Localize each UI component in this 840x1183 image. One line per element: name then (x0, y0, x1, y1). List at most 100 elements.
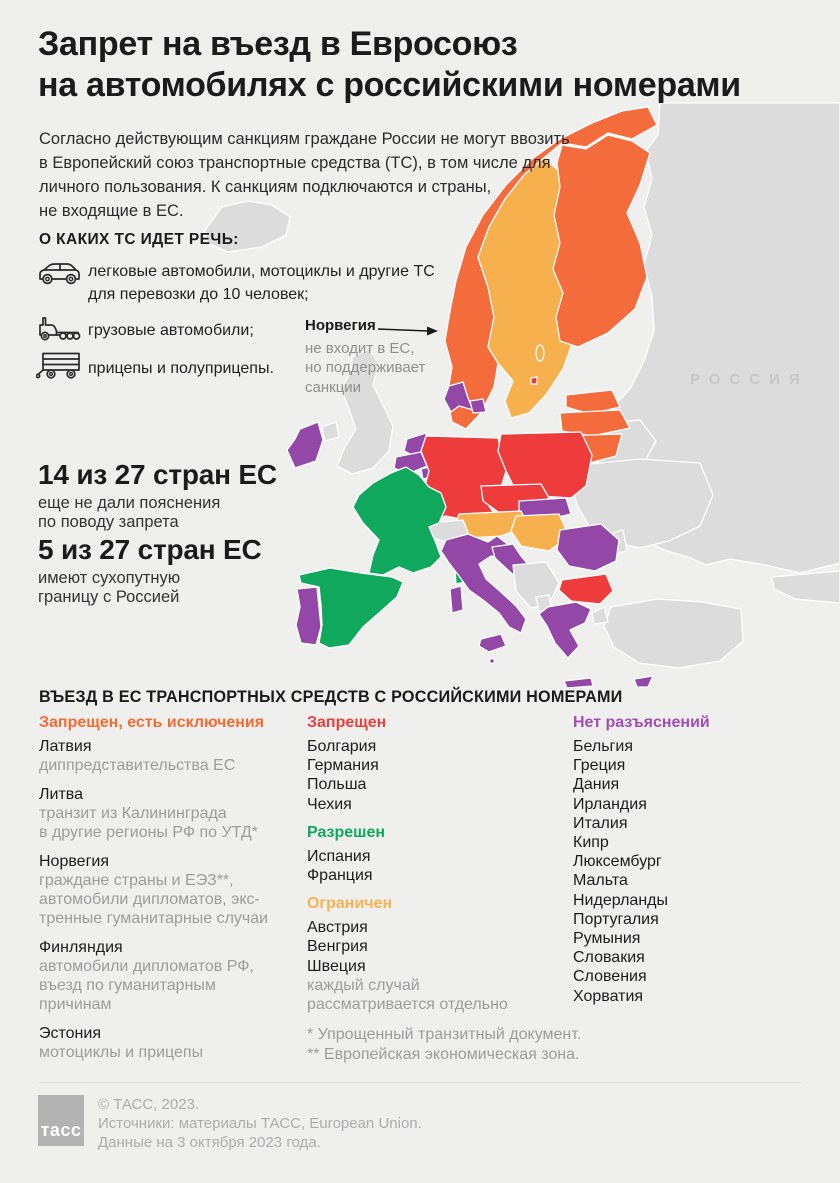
country-name: Чехия (307, 795, 352, 813)
map-country-spain (298, 567, 404, 649)
norway-callout-text: не входит в ЕС, но поддерживает санкции (305, 339, 425, 397)
map-country-cyprus (633, 675, 654, 688)
stat-caption-line: имеют сухопутную (38, 569, 181, 587)
tass-logo: тасс (38, 1095, 84, 1146)
intro-line: личного пользования. К санкциям подключа… (39, 178, 492, 196)
norway-callout-title: Норвегия (305, 317, 376, 334)
vehicle-item-line: для перевозки до 10 человек; (88, 285, 309, 303)
legend-entry: Эстония мотоциклы и прицепы (39, 1024, 289, 1062)
map-country-finland (552, 134, 651, 348)
country-name: Словакия (573, 949, 645, 967)
country-name: Кипр (573, 834, 609, 852)
country-name: Франция (307, 867, 373, 885)
country-note: граждане страны и ЕЭЗ**, (39, 872, 234, 889)
country-note: въезд по гуманитарным (39, 977, 216, 994)
country-name: Латвия (39, 738, 92, 755)
country-note: транзит из Калининграда (39, 805, 227, 822)
footer-copyright: © ТАСС, 2023. (98, 1096, 200, 1113)
country-name: Германия (307, 757, 379, 775)
intro-line: не входящие в ЕС. (39, 202, 184, 220)
legend-entry: Литва транзит из Калининграда в другие р… (39, 785, 289, 842)
map-region-turkey-thrace (591, 606, 609, 625)
country-name: Италия (573, 814, 628, 832)
country-note: причинам (39, 996, 112, 1013)
country-name: Нидерланды (573, 891, 668, 909)
intro-line: в Европейский союз транспортные средства… (39, 154, 551, 172)
country-name: Польша (307, 776, 367, 794)
map-country-turkey (603, 598, 744, 669)
footer-divider (38, 1082, 802, 1083)
country-note: в другие регионы РФ по УТД* (39, 824, 258, 841)
country-note: мотоциклы и прицепы (39, 1044, 204, 1061)
map-country-ukraine (571, 458, 714, 549)
map-country-greece (538, 601, 592, 659)
car-icon (39, 263, 80, 285)
tass-logo-text: тасс (40, 1120, 82, 1140)
country-name: Дания (573, 776, 620, 794)
page-title-line2: на автомобилях с российскими номерами (38, 66, 741, 104)
country-name: Ирландия (573, 795, 647, 813)
country-note: рассматривается отдельно (307, 995, 508, 1013)
map-island-sardinia (449, 585, 464, 614)
country-name: Болгария (307, 738, 377, 755)
country-name: Испания (307, 847, 371, 865)
vehicle-item-trailers: прицепы и полуприцепы. (88, 358, 274, 381)
country-name: Бельгия (573, 738, 633, 755)
legend-heading: ВЪЕЗД В ЕС ТРАНСПОРТНЫХ СРЕДСТВ С РОССИЙ… (39, 688, 623, 706)
country-name: Хорватия (573, 987, 644, 1005)
legend-header-allowed: Разрешен (307, 823, 386, 841)
country-name: Мальта (573, 872, 628, 890)
country-name: Эстония (39, 1025, 101, 1042)
stat-14-of-27: 14 из 27 стран ЕС (38, 459, 277, 490)
map-country-malta (488, 657, 496, 665)
stat-14-of-27-caption: еще не дали пояснения по поводу запрета (38, 494, 220, 532)
norway-callout-arrowhead (427, 326, 438, 336)
map-island-gotland (535, 344, 545, 362)
map-country-romania (556, 523, 620, 572)
country-name: Португалия (573, 910, 659, 928)
map-island-crete (563, 677, 594, 689)
country-name: Румыния (573, 930, 641, 948)
intro-paragraph: Согласно действующим санкциям граждане Р… (39, 127, 570, 223)
vehicle-item-line: грузовые автомобили; (88, 322, 254, 339)
legend-entry: Финляндия автомобили дипломатов РФ, въез… (39, 938, 289, 1014)
trailer-icon (36, 352, 80, 379)
map-country-denmark (443, 381, 474, 413)
page-title: Запрет на въезд в Евросоюз на автомобиля… (38, 24, 741, 106)
country-note: каждый случай (307, 976, 420, 994)
map-country-hungary (510, 513, 570, 552)
map-island-zealand (469, 398, 487, 414)
country-note: автомобили дипломатов, экс- (39, 891, 260, 908)
map-country-portugal (295, 586, 322, 646)
map-island-bornholm (530, 376, 538, 385)
map-island-sicily (478, 633, 507, 653)
footnote-utd: * Упрощенный транзитный документ. (307, 1026, 582, 1043)
legend-entry: Норвегия граждане страны и ЕЭЗ**, автомо… (39, 852, 289, 928)
stat-5-of-27: 5 из 27 стран ЕС (38, 534, 262, 565)
vehicle-item-line: прицепы и полуприцепы. (88, 360, 274, 377)
country-note: автомобили дипломатов РФ, (39, 958, 254, 975)
vehicle-item-cars: легковые автомобили, мотоциклы и другие … (88, 261, 435, 306)
map-region-caucasus (771, 570, 840, 604)
country-name: Греция (573, 757, 626, 775)
stat-caption-line: границу с Россией (38, 588, 180, 606)
map-country-latvia (559, 409, 631, 437)
country-name: Швеция (307, 957, 366, 975)
stat-caption-line: еще не дали пояснения (38, 494, 221, 512)
legend-header-restricted: Ограничен (307, 895, 393, 913)
stat-5-of-27-caption: имеют сухопутную границу с Россией (38, 569, 180, 607)
legend-header-banned-exceptions: Запрещен, есть исключения (39, 714, 265, 731)
norway-callout-arrow (377, 328, 429, 332)
legend-header-no-clarification: Нет разъяснений (573, 714, 710, 731)
footer-credits: © ТАСС, 2023. Источники: материалы ТАСС,… (98, 1095, 422, 1152)
europe-choropleth-map: РОССИЯ (204, 102, 840, 689)
legend-column-no-clarification: Нет разъяснений Бельгия Греция Дания Ирл… (573, 714, 823, 1006)
map-region-west-balkans (512, 561, 560, 609)
legend-header-banned: Запрещен (307, 714, 387, 731)
legend-group-banned: Запрещен Болгария Германия Польша Чехия (307, 714, 557, 814)
map-label-russia: РОССИЯ (690, 371, 809, 388)
footer-sources: Источники: материалы ТАСС, European Unio… (98, 1115, 422, 1132)
country-name: Люксембург (573, 853, 662, 871)
map-country-poland (497, 431, 593, 499)
norway-callout-line: но поддерживает (305, 359, 426, 377)
